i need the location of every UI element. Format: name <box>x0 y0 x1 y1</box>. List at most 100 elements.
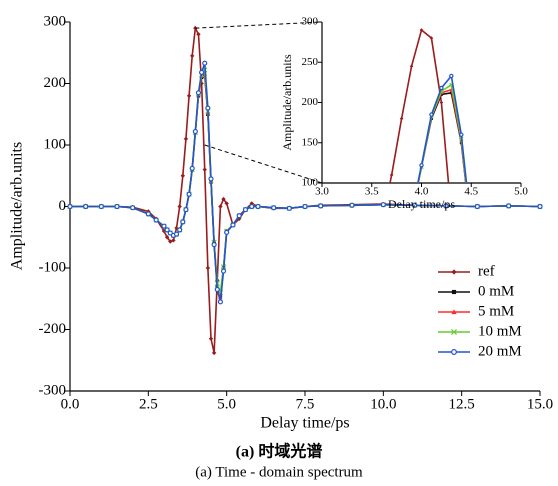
legend-label: ref <box>478 263 495 279</box>
marker <box>451 289 457 295</box>
y-tick-label: 300 <box>44 13 67 29</box>
marker <box>189 165 195 171</box>
marker <box>380 282 384 286</box>
x-tick-label: 5.0 <box>217 396 236 412</box>
y-tick-label: 200 <box>302 96 319 108</box>
marker <box>389 173 394 177</box>
marker <box>370 293 373 296</box>
marker <box>208 336 214 341</box>
marker <box>286 205 292 211</box>
marker <box>410 214 413 217</box>
marker <box>429 112 434 117</box>
marker <box>153 217 159 223</box>
marker <box>470 230 473 233</box>
marker <box>451 269 457 275</box>
marker <box>340 296 344 299</box>
marker <box>412 202 418 208</box>
marker <box>537 203 543 210</box>
marker <box>224 229 230 235</box>
marker <box>400 246 403 249</box>
marker <box>390 266 394 269</box>
y-tick-label: 250 <box>302 56 319 68</box>
marker <box>340 308 344 312</box>
marker <box>450 213 454 217</box>
marker <box>390 266 393 269</box>
x-tick-label: 2.5 <box>139 396 158 412</box>
y-axis-label: Amplitude/arb.units <box>9 142 26 270</box>
x-tick-label: 4.0 <box>415 186 429 198</box>
marker <box>221 196 226 202</box>
marker <box>519 294 523 298</box>
marker <box>360 298 364 302</box>
marker <box>183 206 189 213</box>
marker <box>177 204 182 209</box>
legend-label: 0 mM <box>478 283 514 299</box>
marker <box>400 246 403 249</box>
marker <box>350 300 353 303</box>
marker <box>410 213 414 217</box>
marker <box>499 381 503 384</box>
marker <box>208 176 214 182</box>
marker <box>360 290 364 294</box>
marker <box>180 173 185 178</box>
marker <box>321 288 324 291</box>
x-tick-label: 3.5 <box>365 186 379 198</box>
marker <box>217 299 223 305</box>
marker <box>83 203 89 210</box>
marker <box>380 221 384 225</box>
marker <box>236 213 242 219</box>
marker <box>474 203 480 210</box>
marker <box>499 387 502 390</box>
marker <box>167 230 173 236</box>
marker <box>192 128 198 135</box>
marker <box>519 294 523 297</box>
marker <box>350 300 354 303</box>
marker <box>400 246 404 249</box>
marker <box>449 73 454 79</box>
legend-label: 5 mM <box>478 303 514 319</box>
x-tick-label: 10.0 <box>370 396 396 412</box>
marker <box>214 286 220 293</box>
y-tick-label: -100 <box>39 259 67 275</box>
marker <box>320 288 323 291</box>
marker <box>302 203 308 210</box>
marker <box>469 230 473 233</box>
marker <box>98 203 104 210</box>
marker <box>450 328 458 336</box>
x-tick-label: 7.5 <box>296 396 315 412</box>
caption: (a) 时域光谱 <box>236 442 323 461</box>
marker <box>114 203 120 210</box>
marker <box>439 100 444 105</box>
marker <box>520 294 523 297</box>
y-tick-label: 100 <box>302 177 319 189</box>
inset-x-label: Delay time/ps <box>388 197 455 211</box>
zoom-guide <box>195 21 323 29</box>
marker <box>489 368 493 371</box>
marker <box>202 60 208 66</box>
marker <box>410 212 413 215</box>
marker <box>380 282 384 285</box>
marker <box>211 350 217 356</box>
x-tick-label: 0.0 <box>61 396 80 412</box>
marker <box>451 309 457 315</box>
marker <box>380 282 383 285</box>
x-axis-label: Delay time/ps <box>260 415 349 432</box>
marker <box>499 262 503 266</box>
marker <box>469 228 473 232</box>
y-tick-label: -300 <box>39 382 67 398</box>
y-tick-label: 150 <box>302 136 319 148</box>
marker <box>340 296 343 299</box>
marker <box>499 374 503 378</box>
marker <box>469 435 473 439</box>
marker <box>180 219 186 225</box>
marker <box>177 227 183 233</box>
marker <box>224 201 229 206</box>
marker <box>380 202 386 208</box>
marker <box>409 64 414 69</box>
marker <box>161 223 167 229</box>
marker <box>173 231 180 237</box>
marker <box>318 203 324 209</box>
y-tick-label: -200 <box>39 321 67 337</box>
marker <box>164 235 170 240</box>
marker <box>500 379 503 382</box>
